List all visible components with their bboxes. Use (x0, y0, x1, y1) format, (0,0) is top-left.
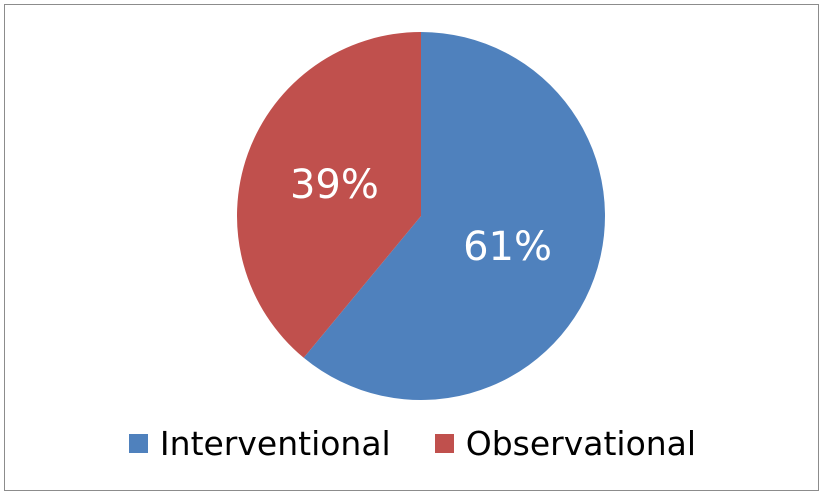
pie-slice-interventional (303, 32, 605, 400)
legend-swatch-interventional (128, 434, 148, 453)
legend-label-interventional: Interventional (159, 424, 391, 463)
data-label-observational: 39% (290, 162, 379, 208)
legend-label-observational: Observational (465, 424, 697, 463)
data-label-interventional: 61% (463, 224, 552, 270)
pie-slice-observational (236, 32, 421, 358)
legend-swatch-observational (434, 434, 454, 453)
legend-item-interventional: Interventional (128, 424, 391, 463)
legend-item-observational: Observational (434, 424, 697, 463)
legend: Interventional Observational (0, 427, 825, 460)
